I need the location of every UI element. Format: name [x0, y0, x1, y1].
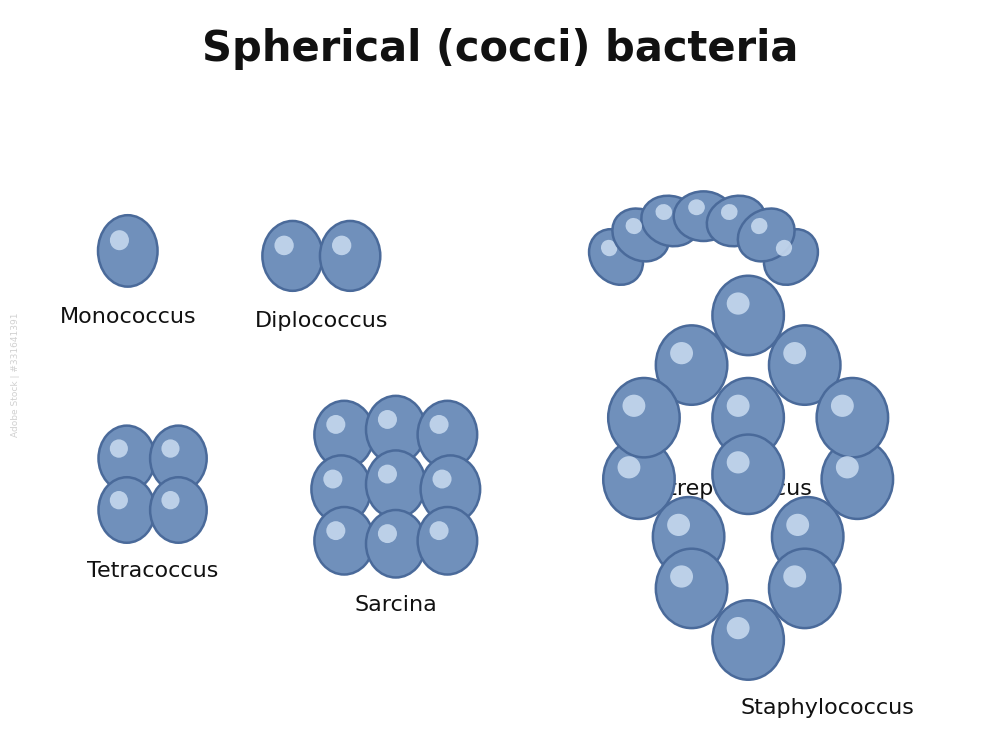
- Ellipse shape: [110, 230, 129, 251]
- Ellipse shape: [667, 514, 690, 536]
- Ellipse shape: [727, 292, 750, 315]
- Ellipse shape: [721, 204, 738, 220]
- Ellipse shape: [822, 440, 893, 519]
- Ellipse shape: [655, 204, 672, 220]
- Ellipse shape: [110, 491, 128, 509]
- Ellipse shape: [161, 440, 180, 458]
- Ellipse shape: [783, 342, 806, 364]
- Ellipse shape: [656, 326, 727, 405]
- Ellipse shape: [320, 221, 380, 291]
- Ellipse shape: [150, 425, 207, 491]
- Ellipse shape: [612, 209, 669, 262]
- Ellipse shape: [688, 200, 705, 215]
- Ellipse shape: [378, 524, 397, 543]
- Ellipse shape: [332, 236, 351, 255]
- Ellipse shape: [603, 440, 675, 519]
- Ellipse shape: [656, 549, 727, 628]
- Ellipse shape: [430, 415, 449, 434]
- Ellipse shape: [772, 497, 843, 577]
- Ellipse shape: [712, 434, 784, 514]
- Ellipse shape: [783, 566, 806, 587]
- Ellipse shape: [626, 218, 642, 234]
- Ellipse shape: [430, 521, 449, 540]
- Ellipse shape: [674, 191, 733, 241]
- Ellipse shape: [262, 221, 323, 291]
- Ellipse shape: [378, 410, 397, 429]
- Ellipse shape: [418, 400, 477, 468]
- Ellipse shape: [314, 400, 374, 468]
- Ellipse shape: [764, 230, 818, 285]
- Ellipse shape: [776, 240, 792, 256]
- Ellipse shape: [326, 415, 345, 434]
- Ellipse shape: [274, 236, 294, 255]
- Ellipse shape: [589, 230, 643, 285]
- Ellipse shape: [836, 456, 859, 478]
- Ellipse shape: [727, 394, 750, 417]
- Ellipse shape: [150, 477, 207, 543]
- Text: Staphylococcus: Staphylococcus: [741, 698, 914, 718]
- Ellipse shape: [421, 455, 480, 523]
- Ellipse shape: [98, 215, 158, 286]
- Ellipse shape: [831, 394, 854, 417]
- Ellipse shape: [110, 440, 128, 458]
- Ellipse shape: [418, 507, 477, 574]
- Text: Tetracoccus: Tetracoccus: [87, 560, 218, 580]
- Ellipse shape: [98, 477, 155, 543]
- Ellipse shape: [817, 378, 888, 458]
- Ellipse shape: [670, 566, 693, 587]
- Text: Sarcina: Sarcina: [354, 596, 437, 615]
- Ellipse shape: [314, 507, 374, 574]
- Ellipse shape: [786, 514, 809, 536]
- Ellipse shape: [608, 378, 680, 458]
- Ellipse shape: [769, 549, 840, 628]
- Ellipse shape: [366, 451, 426, 518]
- Ellipse shape: [366, 510, 426, 578]
- Text: Monococcus: Monococcus: [59, 307, 196, 326]
- Ellipse shape: [433, 470, 452, 488]
- Ellipse shape: [161, 491, 180, 509]
- Text: Diplococcus: Diplococcus: [255, 310, 388, 331]
- Ellipse shape: [769, 326, 840, 405]
- Ellipse shape: [622, 394, 645, 417]
- Ellipse shape: [366, 396, 426, 464]
- Ellipse shape: [712, 378, 784, 458]
- Ellipse shape: [727, 617, 750, 639]
- Ellipse shape: [378, 464, 397, 484]
- Ellipse shape: [712, 276, 784, 356]
- Ellipse shape: [311, 455, 371, 523]
- Ellipse shape: [326, 521, 345, 540]
- Ellipse shape: [641, 196, 700, 246]
- Ellipse shape: [707, 196, 766, 246]
- Ellipse shape: [323, 470, 342, 488]
- Ellipse shape: [712, 600, 784, 680]
- Ellipse shape: [653, 497, 724, 577]
- Ellipse shape: [727, 452, 750, 473]
- Ellipse shape: [670, 342, 693, 364]
- Ellipse shape: [751, 218, 767, 234]
- Ellipse shape: [601, 240, 617, 256]
- Text: Spherical (cocci) bacteria: Spherical (cocci) bacteria: [202, 28, 798, 70]
- Ellipse shape: [738, 209, 795, 262]
- Ellipse shape: [98, 425, 155, 491]
- Ellipse shape: [618, 456, 640, 478]
- Text: Streptococcus: Streptococcus: [654, 479, 812, 500]
- Text: Adobe Stock | #331641391: Adobe Stock | #331641391: [11, 313, 20, 437]
